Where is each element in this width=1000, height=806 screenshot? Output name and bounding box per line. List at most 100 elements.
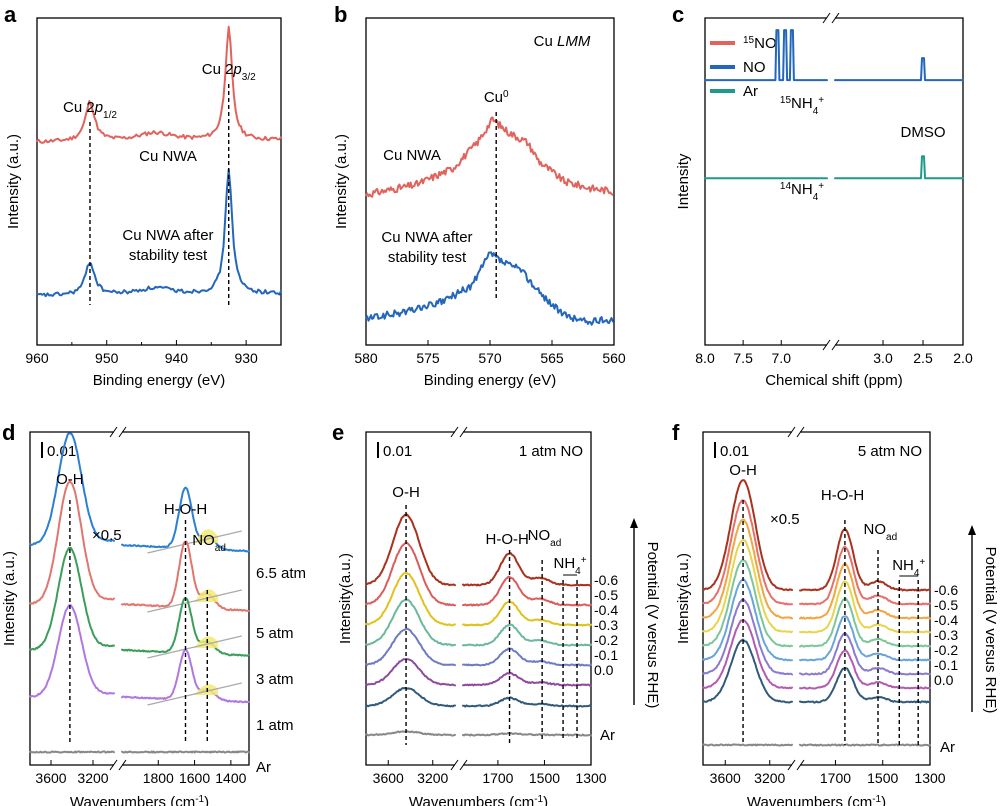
axis-break-mark — [450, 426, 468, 438]
series-line — [29, 480, 115, 605]
series-label: 5 atm — [256, 625, 294, 642]
series-label: stability test — [129, 247, 208, 264]
potential-tick-label: -0.1 — [594, 647, 618, 663]
series-line — [702, 638, 793, 704]
plot-frame-c — [704, 17, 964, 346]
x-tick-label: 8.0 — [695, 350, 715, 366]
x-tick-label: 3200 — [754, 770, 785, 786]
condition-label: 1 atm NO — [519, 443, 583, 460]
scale-bar-label: 0.01 — [720, 443, 749, 460]
x-tick-label: 930 — [234, 350, 258, 366]
potential-tick-label: -0.3 — [934, 627, 958, 643]
y-axis-title: Intensity(a.u.) — [675, 553, 692, 644]
potential-tick-label: 0.0 — [594, 662, 614, 678]
axis-break-mark — [450, 759, 468, 771]
plot-frame-f — [702, 431, 931, 766]
x-tick-label: 570 — [478, 350, 502, 366]
panel-letter-e: e — [332, 420, 344, 445]
axis-break-mark — [822, 339, 840, 351]
x-tick-label: 1500 — [529, 770, 560, 786]
legend-label: 15NO — [743, 35, 777, 53]
series-line — [702, 598, 793, 676]
series-line — [462, 552, 592, 587]
x-tick-label: 3600 — [710, 770, 741, 786]
y-axis-title: Intensity — [675, 153, 692, 209]
x-tick-label: 565 — [540, 350, 564, 366]
plot-frame-a — [36, 17, 282, 346]
dmso-label: DMSO — [901, 124, 946, 141]
legend-label: Ar — [743, 83, 758, 100]
series-line — [799, 580, 931, 634]
series-line — [799, 631, 931, 676]
series-line — [799, 615, 931, 662]
x-axis-title: Wavenumbers (cm-1) — [747, 794, 886, 806]
x-tick-label: 1800 — [143, 770, 174, 786]
x-tick-label: 3.0 — [873, 350, 893, 366]
x-tick-label: 1700 — [820, 770, 851, 786]
potential-tick-label: -0.1 — [934, 657, 958, 673]
potential-tick-label: -0.5 — [594, 587, 618, 603]
x-tick-label: 950 — [95, 350, 119, 366]
x-tick-label: 3600 — [373, 770, 404, 786]
axis-break-mark — [787, 426, 805, 438]
peak-label: H-O-H — [486, 531, 529, 548]
series-line — [799, 563, 931, 620]
peak-label: H-O-H — [821, 487, 864, 504]
peak-label: Cu0 — [484, 89, 509, 107]
series-line — [365, 116, 614, 198]
series-label: 1 atm — [256, 717, 294, 734]
series-line — [702, 539, 793, 634]
peak-label: Cu 2p3/2 — [202, 61, 256, 83]
series-label: Cu NWA — [383, 147, 441, 164]
series-line — [29, 604, 115, 698]
x-tick-label: 2.5 — [913, 350, 933, 366]
peak-label: NH4+ — [554, 555, 587, 577]
potential-tick-label: -0.4 — [594, 602, 618, 618]
peak-label: O-H — [392, 484, 420, 501]
series-line — [365, 598, 456, 647]
series-line — [702, 479, 793, 592]
series-line — [799, 649, 931, 690]
series-line — [462, 731, 592, 737]
series-line — [462, 600, 592, 627]
y-axis-title: Intensity (a.u.) — [1, 551, 18, 646]
series-line — [36, 168, 282, 298]
axis-break-mark — [109, 759, 127, 771]
series-line — [365, 687, 456, 708]
panel-letter-c: c — [672, 2, 684, 27]
plot-frame-d — [29, 431, 250, 766]
potential-tick-label: -0.2 — [934, 642, 958, 658]
multiplier-label: ×0.5 — [770, 511, 800, 528]
x-tick-label: 1300 — [575, 770, 606, 786]
series-line — [834, 57, 964, 82]
series-label: Cu NWA — [139, 148, 197, 165]
peak-label: NOad — [528, 527, 562, 549]
panel-c: c 8.0 7.5 7.0 3.0 2.5 2.0 Chemical shift (ppm) I… — [672, 2, 973, 389]
x-axis-title: Binding energy (eV) — [93, 372, 226, 389]
series-line — [704, 29, 828, 82]
panel-e: e 3600 3200 1700 1500 1300 Wavenumbers (cm-1) I… — [332, 420, 661, 806]
ar-label: Ar — [940, 739, 955, 756]
potential-tick-label: -0.6 — [934, 582, 958, 598]
potential-arrow-head — [630, 518, 638, 528]
series-label: stability test — [388, 249, 467, 266]
potential-tick-label: -0.4 — [934, 612, 958, 628]
series-line — [365, 627, 456, 667]
x-tick-label: 7.5 — [733, 350, 753, 366]
scale-bar-label: 0.01 — [47, 443, 76, 460]
series-line — [702, 578, 793, 662]
x-tick-label: 940 — [165, 350, 189, 366]
series-line — [36, 25, 282, 144]
potential-axis-title: Potential (V versus RHE) — [982, 547, 999, 714]
peak-label: NOad — [192, 532, 226, 554]
series-line — [29, 750, 115, 754]
x-tick-label: 7.0 — [772, 350, 792, 366]
nmr-peak-label: 15NH4+ — [780, 95, 824, 117]
multiplier-label: ×0.5 — [92, 527, 122, 544]
no-ad-fill — [194, 589, 219, 602]
baseline-fit — [147, 635, 242, 659]
x-axis-title: Binding energy (eV) — [424, 372, 557, 389]
series-line — [365, 513, 456, 587]
series-line — [702, 499, 793, 606]
